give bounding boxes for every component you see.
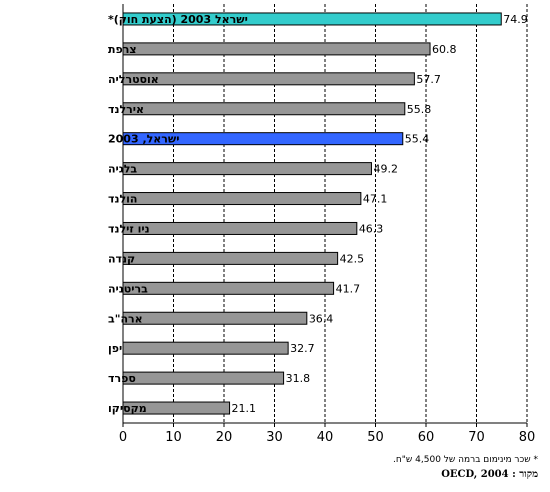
data-label: 49.2 [373,163,398,176]
data-label: 60.8 [432,43,457,56]
bar [122,251,339,265]
data-label: 42.5 [340,252,365,265]
data-label: 41.7 [336,282,361,295]
data-label: 47.1 [363,193,388,206]
x-axis: 0 10 20 30 40 50 60 70 80 [119,4,535,445]
x-tick-label: 30 [266,430,283,445]
category-label: יפן [108,342,122,355]
x-tick-label: 80 [519,430,536,445]
data-label: 46.3 [359,222,384,235]
data-label: 31.8 [286,372,311,385]
data-label: 74.9 [503,13,528,26]
bar [122,42,431,56]
category-label: קנדה [108,252,135,265]
data-label: 55.8 [407,103,432,116]
category-label: ארה"ב [108,312,143,325]
bar-chart: ישראל 2003 (הצעת חוק)* 74.9 צרפת 60.8 אוסטרל… [108,4,535,445]
bar [122,311,308,325]
category-label: ניו זילנד [108,222,150,235]
bar [122,102,406,116]
bars: ישראל 2003 (הצעת חוק)* 74.9 צרפת 60.8 אוסטרל… [108,12,528,415]
bar [122,192,362,206]
x-tick-label: 10 [165,430,182,445]
category-label: צרפת [108,43,137,56]
x-tick-label: 70 [468,430,485,445]
bar [122,341,289,355]
x-tick-label: 0 [119,430,127,445]
x-tick-label: 40 [317,430,334,445]
category-label: ישראל, 2003 [108,133,180,146]
data-label: 57.7 [416,73,441,86]
data-label: 55.4 [405,133,430,146]
bar [122,162,372,176]
bar [122,221,358,235]
category-label: בריטניה [108,282,148,295]
category-label: ספרד [108,372,136,385]
x-tick-label: 60 [418,430,435,445]
bar [122,72,415,86]
category-label: מקסיקו [108,402,147,415]
data-label: 21.1 [232,402,257,415]
data-label: 36.4 [309,312,334,325]
category-label: ישראל 2003 (הצעת חוק)* [108,13,248,26]
data-label: 32.7 [290,342,315,355]
bar [122,281,335,295]
footnote: * שכר מינימום ברמה של 4,500 ש"ח. [393,455,538,465]
gridlines [173,4,528,423]
category-label: אירלנד [108,103,144,116]
category-label: אוסטרליה [108,73,159,86]
source-note: מקור : OECD, 2004 [441,469,538,480]
bar [122,371,285,385]
x-tick-label: 20 [216,430,233,445]
x-tick-label: 50 [367,430,384,445]
